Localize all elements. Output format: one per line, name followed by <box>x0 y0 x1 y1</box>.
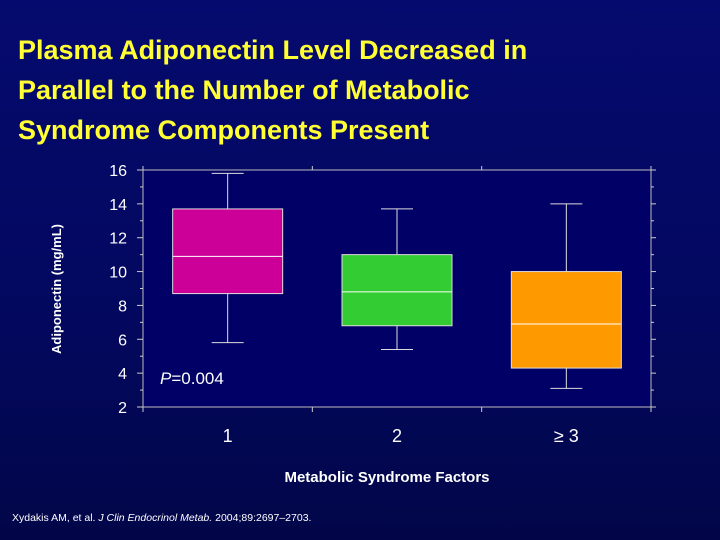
title-line-2: Parallel to the Number of Metabolic <box>18 75 470 105</box>
p-value-symbol: P <box>160 369 172 388</box>
box-iqr <box>341 254 453 327</box>
citation-authors: Xydakis AM, et al. <box>12 512 96 524</box>
citation: Xydakis AM, et al. J Clin Endocrinol Met… <box>12 512 311 524</box>
y-tick-label-12: 12 <box>109 231 127 248</box>
y-axis-ticks <box>137 166 656 412</box>
x-axis-labels: 1 2 ≥ 3 <box>223 426 579 446</box>
y-tick-label-6: 6 <box>118 332 127 349</box>
y-tick-label-2: 2 <box>118 400 127 417</box>
boxes <box>172 172 622 389</box>
box-iqr <box>172 208 284 295</box>
box-group-2 <box>341 208 453 350</box>
p-value-annotation: P=0.004 <box>160 369 224 388</box>
y-tick-label-10: 10 <box>109 265 127 282</box>
citation-details: 2004;89:2697–2703. <box>215 512 312 524</box>
x-category-label-1: 1 <box>223 426 233 446</box>
y-tick-label-14: 14 <box>109 197 127 214</box>
box-group-1 <box>172 172 284 344</box>
y-axis-labels: 2 4 6 8 10 12 14 16 <box>109 163 127 417</box>
y-tick-label-16: 16 <box>109 163 127 180</box>
title-line-3: Syndrome Components Present <box>18 115 430 145</box>
citation-journal: J Clin Endocrinol Metab. <box>98 512 213 524</box>
y-axis-label: Adiponectin (mg/mL) <box>49 224 64 354</box>
title-line-1: Plasma Adiponectin Level Decreased in <box>18 35 528 65</box>
box-group-3 <box>510 203 622 389</box>
y-tick-label-8: 8 <box>118 298 127 315</box>
x-axis-label: Metabolic Syndrome Factors <box>284 469 489 486</box>
x-category-label-3: ≥ 3 <box>554 426 579 446</box>
p-value-text: =0.004 <box>171 369 223 388</box>
slide-title: Plasma Adiponectin Level Decreased in Pa… <box>18 30 708 150</box>
box-iqr <box>510 271 622 369</box>
x-category-label-2: 2 <box>392 426 402 446</box>
y-tick-label-4: 4 <box>118 366 127 383</box>
